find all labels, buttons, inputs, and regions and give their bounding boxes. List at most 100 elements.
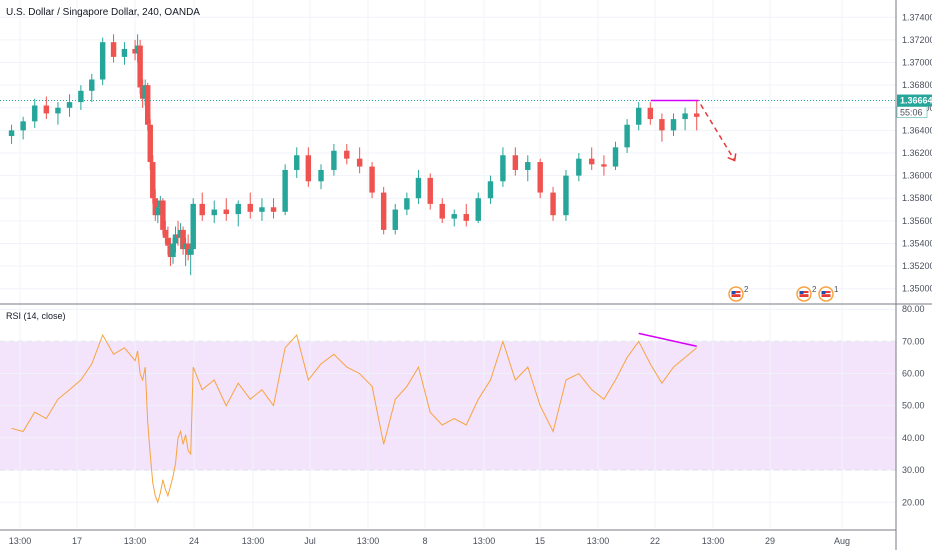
candle-body <box>155 207 161 216</box>
candle-body <box>172 234 179 244</box>
time-tick-label: 13:00 <box>124 536 147 546</box>
candle-body <box>392 209 398 230</box>
drawing-annotations[interactable] <box>638 99 737 347</box>
price-axis-labels[interactable]: 1.374001.372001.370001.368001.366001.364… <box>902 12 932 293</box>
candle-body <box>121 48 128 57</box>
candle-body <box>659 119 665 131</box>
time-tick-label: 13:00 <box>9 536 32 546</box>
candle-body <box>415 177 422 199</box>
price-tick-label: 1.35600 <box>902 216 932 226</box>
projection-arrow-line[interactable] <box>700 104 736 161</box>
time-tick-label: 13:00 <box>587 536 610 546</box>
rsi-tick-label: 30.00 <box>902 465 925 475</box>
candle-body <box>211 209 217 216</box>
price-tick-label: 1.36800 <box>902 80 932 90</box>
chart-title: U.S. Dollar / Singapore Dollar, 240, OAN… <box>6 7 200 18</box>
candle-body <box>170 243 176 258</box>
candle-body <box>270 207 277 212</box>
rsi-tick-label: 40.00 <box>902 433 925 443</box>
rsi-tick-label: 20.00 <box>902 497 925 507</box>
candle-body <box>427 177 433 204</box>
time-tick-label: 13:00 <box>702 536 725 546</box>
time-tick-label: 13:00 <box>242 536 265 546</box>
price-tick-label: 1.35400 <box>902 238 932 248</box>
candle-body <box>259 207 265 212</box>
candle-body <box>344 150 350 159</box>
last-price-tag-background <box>897 94 932 107</box>
time-tick-label: 17 <box>72 536 82 546</box>
candle-body <box>294 155 300 170</box>
candle-body <box>150 162 156 199</box>
time-tick-label: 29 <box>765 536 775 546</box>
rsi-tick-label: 60.00 <box>902 369 925 379</box>
candle-body <box>475 198 481 221</box>
candle-body <box>451 214 457 219</box>
price-grid <box>0 16 896 290</box>
candle-body <box>162 229 169 238</box>
candlestick-series <box>8 34 700 276</box>
candle-body <box>199 203 205 216</box>
rsi-tick-label: 80.00 <box>902 304 925 314</box>
rsi-axis-labels[interactable]: 80.00 70.00 60.00 50.00 40.00 30.00 20.00 <box>902 304 925 507</box>
candle-body <box>601 164 607 167</box>
time-tick-label: 13:00 <box>473 536 496 546</box>
candle-body <box>647 107 654 120</box>
candle-body <box>152 198 159 216</box>
us-flag-event-icon[interactable]: 1 <box>818 285 839 302</box>
candle-body <box>247 203 253 212</box>
rsi-tick-label: 70.00 <box>902 336 925 346</box>
time-axis-labels[interactable]: 13:00 17 13:00 24 13:00 Jul 13:00 8 13:00 15 13:00… <box>9 536 850 546</box>
time-tick-label: 22 <box>650 536 660 546</box>
candle-body <box>305 155 312 182</box>
candle-body <box>20 121 26 131</box>
economic-events[interactable]: 2 2 1 <box>728 285 839 302</box>
last-price-tag-value: 1.36664 <box>900 96 932 106</box>
candle-body <box>32 105 38 122</box>
candle-body <box>512 155 519 170</box>
candle-body <box>43 105 50 114</box>
price-tick-label: 1.37200 <box>902 35 932 45</box>
candle-body <box>380 192 387 230</box>
price-tick-label: 1.35800 <box>902 193 932 203</box>
price-tick-label: 1.35200 <box>902 261 932 271</box>
candle-body <box>550 192 556 216</box>
rsi-line <box>11 333 698 504</box>
us-flag-event-icon[interactable]: 2 <box>728 285 749 302</box>
event-count: 1 <box>834 285 839 294</box>
candle-body <box>563 175 569 216</box>
candle-body <box>55 107 61 114</box>
countdown-tag-value: 55:06 <box>900 108 923 118</box>
candle-body <box>223 209 229 215</box>
candle-body <box>8 130 15 137</box>
candle-body <box>439 203 445 219</box>
candle-body <box>137 45 143 88</box>
candle-body <box>160 200 166 230</box>
rsi-indicator-label[interactable]: RSI (14, close) <box>6 311 66 321</box>
candle-body <box>576 158 582 176</box>
time-tick-label: 13:00 <box>357 536 380 546</box>
candle-body <box>635 107 642 125</box>
event-count: 2 <box>744 285 749 294</box>
candle-body <box>612 147 619 167</box>
candle-body <box>463 214 469 221</box>
candle-body <box>624 124 630 148</box>
time-grid <box>19 0 843 528</box>
candle-body <box>525 162 531 170</box>
price-tick-label: 1.37000 <box>902 58 932 68</box>
candle-body <box>369 166 375 193</box>
us-flag-event-icon[interactable]: 2 <box>796 285 817 302</box>
candle-body <box>165 237 171 246</box>
candle-body <box>190 203 196 250</box>
candle-body <box>537 162 543 193</box>
candle-body <box>89 79 95 91</box>
time-tick-label: 24 <box>189 536 199 546</box>
last-price-tag: 1.36664 55:06 <box>896 94 932 118</box>
candle-body <box>66 102 73 108</box>
time-tick-label: Jul <box>304 536 316 546</box>
candle-body <box>356 158 363 167</box>
price-tick-label: 1.36200 <box>902 148 932 158</box>
candle-body <box>78 90 84 103</box>
candle-body <box>180 229 186 250</box>
projection-arrow-head[interactable] <box>727 153 737 162</box>
rsi-divergence-line[interactable] <box>638 332 697 347</box>
